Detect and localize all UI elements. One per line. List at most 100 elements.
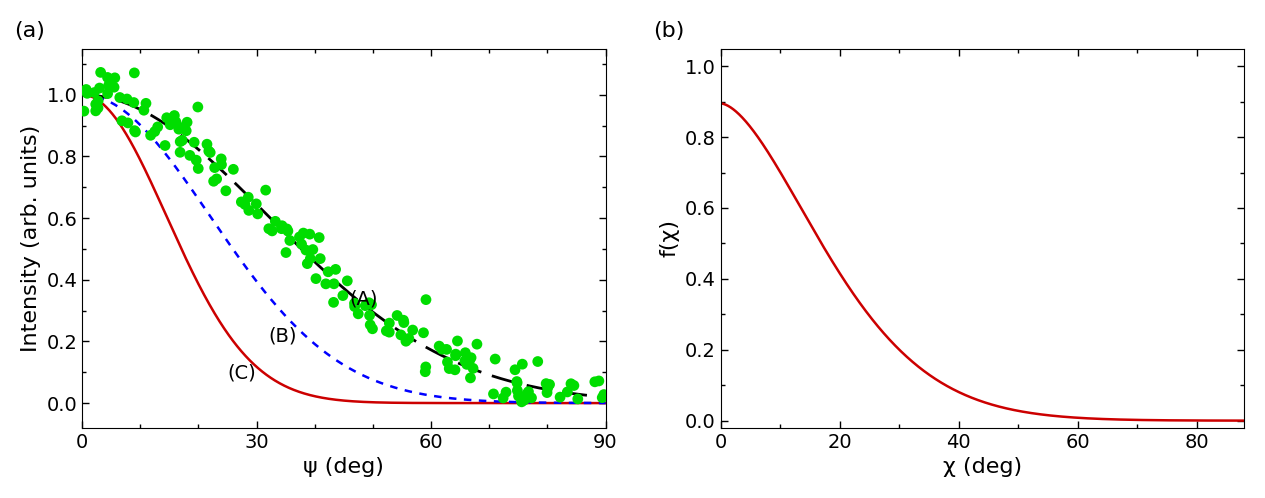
Point: [558, 388, 578, 396]
X-axis label: ψ (deg): ψ (deg): [304, 457, 385, 477]
Point: [110, 94, 130, 102]
Point: [484, 355, 505, 363]
Point: [157, 114, 177, 122]
Point: [362, 301, 382, 309]
Point: [187, 103, 207, 111]
Point: [316, 280, 336, 288]
Point: [77, 89, 97, 97]
Point: [105, 74, 125, 82]
Point: [172, 136, 192, 144]
Point: [73, 107, 94, 115]
Point: [85, 89, 105, 97]
Point: [592, 393, 612, 401]
Point: [584, 378, 605, 386]
Point: [309, 234, 329, 242]
Point: [380, 319, 400, 327]
Point: [76, 86, 96, 94]
Point: [507, 386, 528, 394]
Y-axis label: f(χ): f(χ): [659, 219, 679, 257]
Point: [124, 99, 144, 107]
Point: [104, 83, 124, 91]
Point: [124, 69, 144, 77]
Point: [239, 206, 259, 214]
Point: [333, 292, 353, 300]
Point: [387, 312, 407, 320]
Point: [278, 227, 299, 235]
Point: [538, 384, 558, 392]
Point: [376, 327, 396, 335]
Point: [359, 311, 380, 319]
Point: [297, 259, 318, 267]
Point: [459, 357, 479, 365]
Point: [460, 374, 481, 382]
Point: [324, 298, 344, 306]
Point: [296, 246, 316, 254]
Point: [431, 345, 452, 353]
Point: [170, 137, 190, 145]
Point: [514, 396, 534, 404]
Point: [135, 99, 156, 107]
Point: [144, 127, 164, 135]
Point: [256, 186, 276, 194]
Point: [118, 119, 138, 127]
Point: [197, 140, 218, 148]
Point: [168, 125, 188, 133]
Point: [176, 127, 196, 135]
Point: [90, 84, 110, 92]
Point: [291, 240, 311, 248]
Point: [455, 349, 476, 357]
Point: [393, 319, 414, 327]
Point: [116, 95, 137, 103]
X-axis label: χ (deg): χ (deg): [942, 457, 1022, 477]
Point: [166, 118, 186, 126]
Point: [519, 388, 539, 396]
Point: [204, 177, 224, 185]
Text: (A): (A): [349, 289, 378, 308]
Point: [164, 112, 185, 120]
Point: [211, 155, 231, 163]
Point: [259, 225, 280, 233]
Point: [188, 164, 209, 172]
Point: [396, 337, 416, 345]
Point: [380, 328, 400, 336]
Point: [467, 340, 487, 348]
Point: [560, 380, 581, 388]
Point: [361, 321, 381, 329]
Point: [91, 68, 111, 76]
Point: [235, 201, 256, 209]
Point: [564, 381, 584, 389]
Point: [290, 233, 310, 241]
Point: [398, 335, 419, 343]
Point: [438, 358, 458, 366]
Point: [355, 302, 376, 310]
Point: [99, 81, 119, 89]
Point: [536, 379, 557, 387]
Point: [496, 388, 516, 396]
Point: [97, 90, 118, 98]
Point: [344, 303, 364, 311]
Point: [414, 329, 434, 337]
Point: [247, 200, 267, 208]
Point: [568, 395, 588, 403]
Point: [344, 299, 364, 307]
Point: [429, 342, 449, 350]
Point: [134, 106, 154, 114]
Point: [460, 354, 481, 362]
Point: [507, 377, 528, 385]
Point: [505, 366, 525, 374]
Text: (b): (b): [653, 21, 684, 41]
Point: [302, 246, 323, 253]
Point: [528, 358, 548, 366]
Point: [325, 265, 345, 273]
Point: [512, 360, 533, 368]
Point: [111, 117, 132, 125]
Point: [262, 227, 282, 235]
Point: [199, 147, 219, 155]
Point: [300, 254, 320, 262]
Point: [277, 225, 297, 233]
Point: [86, 100, 106, 108]
Point: [550, 393, 571, 401]
Point: [211, 161, 231, 169]
Point: [391, 331, 411, 339]
Point: [521, 394, 541, 402]
